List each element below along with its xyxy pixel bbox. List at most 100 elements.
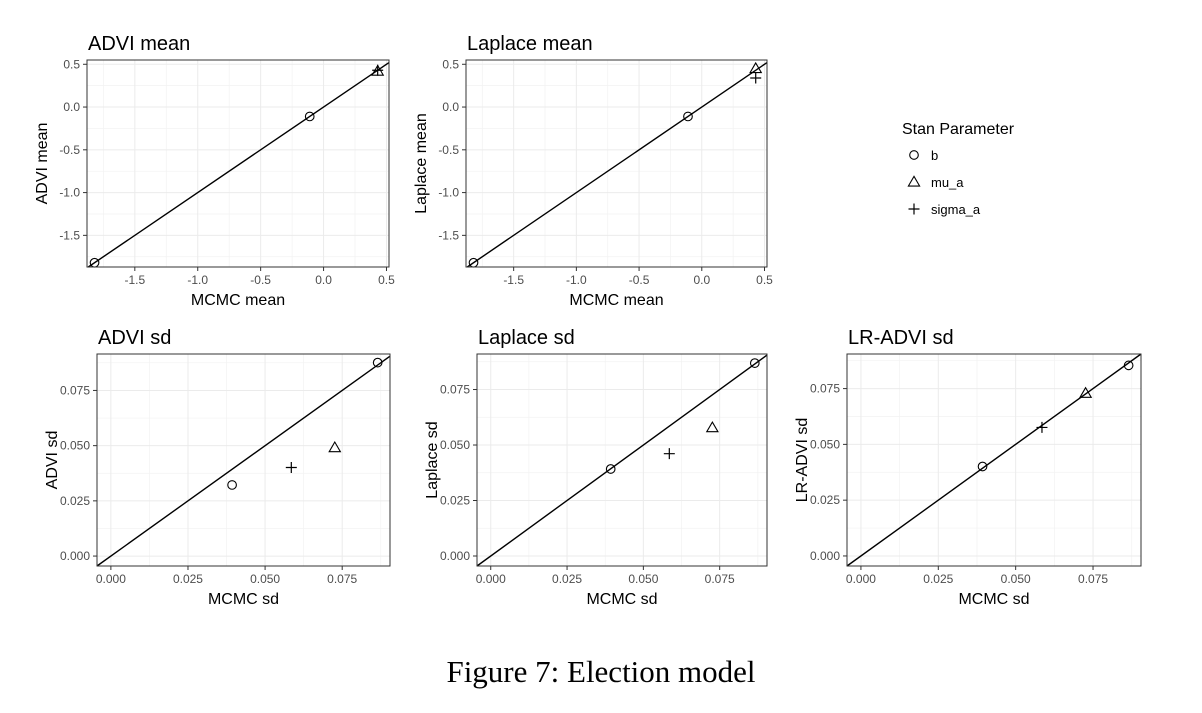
y-tick-label: 0.050 xyxy=(810,437,840,451)
legend-item-mu-a: mu_a xyxy=(907,175,964,190)
data-point-sigma-a xyxy=(1036,421,1048,433)
x-tick-label: 0.050 xyxy=(628,572,658,586)
legend-title: Stan Parameter xyxy=(902,121,1015,138)
data-point-mu-a xyxy=(705,421,719,433)
legend-label: mu_a xyxy=(931,175,964,190)
x-tick-label: -1.5 xyxy=(124,273,145,287)
data-point-b xyxy=(749,358,760,368)
data-point-sigma-a xyxy=(285,462,297,474)
x-axis-label: MCMC sd xyxy=(208,591,279,608)
circle-icon xyxy=(909,150,919,160)
data-point-b xyxy=(683,111,693,122)
lr-advi-sd-panel: 0.000 0.025 0.050 0.075 0.000 0.025 0.050 0.075… xyxy=(794,327,1142,608)
data-point-b xyxy=(304,111,315,122)
x-tick-label: 0.025 xyxy=(173,572,203,586)
y-axis-label: LR-ADVI sd xyxy=(794,418,811,502)
triangle-icon xyxy=(907,175,921,187)
plot-border xyxy=(86,59,390,268)
panel-title: ADVI sd xyxy=(98,327,171,349)
x-tick-label: 0.025 xyxy=(552,572,582,586)
y-tick-label: 0.000 xyxy=(810,549,840,563)
x-tick-label: -0.5 xyxy=(629,273,650,287)
y-tick-label: -0.5 xyxy=(59,143,80,157)
y-tick-label: 0.0 xyxy=(442,100,459,114)
x-tick-label: -1.0 xyxy=(566,273,587,287)
identity-line xyxy=(96,355,391,567)
x-tick-label: 0.000 xyxy=(846,572,876,586)
legend-item-sigma-a: sigma_a xyxy=(908,202,981,217)
x-tick-label: 0.000 xyxy=(476,572,506,586)
panel-title: Laplace sd xyxy=(478,327,575,349)
x-tick-label: 0.050 xyxy=(250,572,280,586)
x-tick-label: 0.0 xyxy=(315,273,332,287)
y-tick-label: -1.5 xyxy=(59,228,80,242)
data-point-mu-a xyxy=(328,440,342,453)
x-tick-label: 0.075 xyxy=(1078,572,1108,586)
y-tick-label: -1.0 xyxy=(438,186,459,200)
x-axis-label: MCMC sd xyxy=(958,591,1029,608)
legend-item-b: b xyxy=(909,148,938,163)
panel-title: ADVI mean xyxy=(88,33,190,55)
panel-title: Laplace mean xyxy=(467,33,593,55)
y-tick-label: 0.025 xyxy=(810,493,840,507)
data-point-b xyxy=(372,357,383,368)
data-point-b xyxy=(1123,360,1134,371)
figure-caption: Figure 7: Election model xyxy=(446,654,756,689)
legend-label: b xyxy=(931,148,938,163)
x-tick-label: -1.5 xyxy=(503,273,524,287)
x-tick-label: 0.025 xyxy=(923,572,953,586)
x-tick-label: 0.075 xyxy=(327,572,357,586)
y-tick-label: -1.0 xyxy=(59,186,80,200)
y-axis-label: ADVI sd xyxy=(44,431,61,490)
data-point-sigma-a xyxy=(663,448,675,460)
x-tick-label: -0.5 xyxy=(250,273,271,287)
y-tick-label: 0.025 xyxy=(440,494,470,508)
y-tick-label: 0.075 xyxy=(60,383,90,397)
y-tick-label: 0.5 xyxy=(442,57,459,71)
advi-sd-panel: 0.000 0.025 0.050 0.075 0.000 0.025 0.050 0.075… xyxy=(44,327,391,608)
identity-line xyxy=(466,61,768,268)
data-point-sigma-a xyxy=(750,72,762,84)
data-point-b xyxy=(605,464,616,474)
plot-background xyxy=(87,60,389,267)
plot-border xyxy=(96,353,391,567)
plus-icon xyxy=(908,203,920,215)
x-axis-label: MCMC mean xyxy=(569,292,663,309)
x-tick-label: 0.000 xyxy=(96,572,126,586)
x-tick-label: 0.0 xyxy=(693,273,710,287)
x-tick-label: -1.0 xyxy=(187,273,208,287)
y-axis-label: Laplace sd xyxy=(424,421,441,498)
y-tick-label: 0.050 xyxy=(440,438,470,452)
legend: Stan Parameter b mu_a sigma_a xyxy=(902,121,1015,217)
y-tick-label: 0.000 xyxy=(440,549,470,563)
chart-panels: -1.5 -1.0 -0.5 0.0 0.5 -1.5 -1.0 -0.5 0.0 0.5 ADVI… xyxy=(34,33,1142,608)
identity-line xyxy=(846,353,1142,567)
data-point-sigma-a xyxy=(372,64,384,76)
x-tick-label: 0.5 xyxy=(756,273,773,287)
y-tick-label: 0.0 xyxy=(63,100,80,114)
y-tick-label: -1.5 xyxy=(438,228,459,242)
x-axis-label: MCMC mean xyxy=(191,292,285,309)
legend-label: sigma_a xyxy=(931,202,981,217)
x-tick-label: 0.5 xyxy=(378,273,395,287)
data-point-mu-a xyxy=(1079,386,1093,398)
identity-line xyxy=(476,354,768,567)
y-axis-label: Laplace mean xyxy=(413,113,430,214)
data-point-b xyxy=(227,480,237,490)
identity-line xyxy=(87,61,390,268)
laplace-mean-panel: -1.5 -1.0 -0.5 0.0 0.5 -1.5 -1.0 -0.5 0.0 0.5 Lapl… xyxy=(413,33,773,309)
y-tick-label: 0.075 xyxy=(810,382,840,396)
y-tick-label: 0.075 xyxy=(440,383,470,397)
advi-mean-panel: -1.5 -1.0 -0.5 0.0 0.5 -1.5 -1.0 -0.5 0.0 0.5 ADVI… xyxy=(34,33,395,309)
y-tick-label: 0.025 xyxy=(60,494,90,508)
x-axis-label: MCMC sd xyxy=(586,591,657,608)
y-tick-label: -0.5 xyxy=(438,143,459,157)
panel-title: LR-ADVI sd xyxy=(848,327,954,349)
plot-border xyxy=(476,353,768,567)
x-tick-label: 0.075 xyxy=(705,572,735,586)
plot-border xyxy=(846,353,1142,567)
y-tick-label: 0.050 xyxy=(60,439,90,453)
y-axis-label: ADVI mean xyxy=(34,123,51,205)
y-tick-label: 0.5 xyxy=(63,57,80,71)
